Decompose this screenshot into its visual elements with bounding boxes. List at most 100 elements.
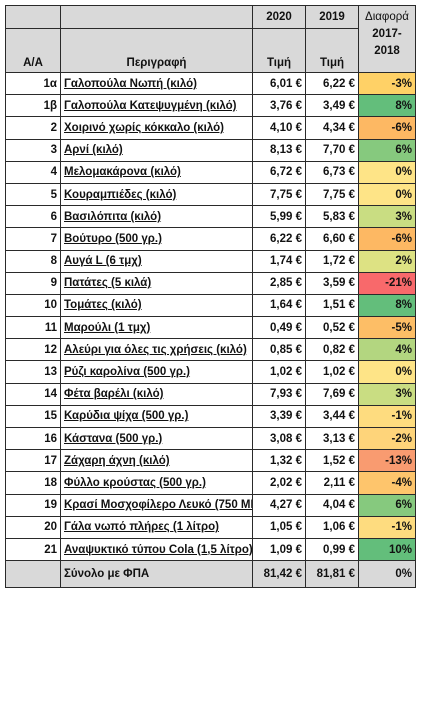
row-description: Αλεύρι για όλες τις χρήσεις (κιλό) [60, 338, 253, 362]
row-description: Αυγά L (6 τμχ) [60, 249, 253, 273]
header-year-2020: 2020 [252, 5, 306, 29]
row-index: 13 [5, 360, 61, 384]
row-difference: -4% [358, 471, 416, 495]
row-description: Καρύδια ψίχα (500 γρ.) [60, 404, 253, 429]
row-difference: -1% [358, 404, 416, 429]
row-price-2019: 6,22 € [305, 71, 359, 96]
row-price-2020: 8,13 € [252, 138, 306, 162]
row-price-2020: 0,85 € [252, 338, 306, 362]
row-description: Ρύζι καρολίνα (500 γρ.) [60, 360, 253, 384]
row-description: Ζάχαρη άχνη (κιλό) [60, 449, 253, 473]
row-index: 12 [5, 338, 61, 362]
row-difference: -3% [358, 71, 416, 96]
row-price-2020: 7,93 € [252, 382, 306, 406]
table-row: 10 Τομάτες (κιλό) 1,64 €1,51 €8% [5, 293, 416, 318]
row-description: Κάστανα (500 γρ.) [60, 426, 253, 451]
table-row: 13 Ρύζι καρολίνα (500 γρ.) 1,02 €1,02 €0% [5, 360, 416, 384]
table-row: 5 Κουραμπιέδες (κιλό) 7,75 €7,75 €0% [5, 182, 416, 207]
table-row: 4 Μελομακάρονα (κιλό) 6,72 €6,73 €0% [5, 160, 416, 184]
header-diff-years: 2017-2018 [372, 28, 402, 57]
row-difference: -2% [358, 426, 416, 451]
table-row: 14 Φέτα βαρέλι (κιλό) 7,93 €7,69 €3% [5, 382, 416, 406]
row-description: Αναψυκτικό τύπου Cola (1,5 λίτρο) [60, 537, 253, 562]
row-index: 17 [5, 449, 61, 473]
row-price-2019: 4,34 € [305, 116, 359, 140]
row-price-2019: 0,82 € [305, 338, 359, 362]
table-row: 21 Αναψυκτικό τύπου Cola (1,5 λίτρο) 1,09 … [5, 537, 416, 562]
row-price-2019: 1,02 € [305, 360, 359, 384]
row-price-2020: 2,02 € [252, 471, 306, 495]
row-description: Πατάτες (5 κιλά) [60, 271, 253, 295]
row-index: 11 [5, 316, 61, 340]
row-description: Κουραμπιέδες (κιλό) [60, 182, 253, 207]
row-description: Τομάτες (κιλό) [60, 293, 253, 318]
header-year-2019: 2019 [305, 5, 359, 29]
row-price-2019: 2,11 € [305, 471, 359, 495]
row-difference: 0% [358, 360, 416, 384]
row-difference: 3% [358, 382, 416, 406]
row-index: 2 [5, 116, 61, 140]
row-price-2019: 1,72 € [305, 249, 359, 273]
row-price-2020: 4,10 € [252, 116, 306, 140]
row-price-2020: 1,74 € [252, 249, 306, 273]
total-2020: 81,42 € [252, 560, 306, 589]
header-empty-aa [5, 5, 61, 29]
table-row: 7 Βούτυρο (500 γρ.) 6,22 €6,60 € -6% [5, 227, 416, 251]
row-price-2019: 3,59 € [305, 271, 359, 295]
row-difference: 0% [358, 182, 416, 207]
row-price-2019: 4,04 € [305, 493, 359, 517]
row-price-2019: 1,52 € [305, 449, 359, 473]
row-price-2019: 3,49 € [305, 94, 359, 118]
row-price-2020: 1,09 € [252, 537, 306, 562]
row-description: Βασιλόπιτα (κιλό) [60, 205, 253, 229]
row-difference: 0% [358, 160, 416, 184]
row-difference: -6% [358, 116, 416, 140]
header-empty-desc [60, 5, 253, 29]
row-index: 19 [5, 493, 61, 517]
table-row: 20 Γάλα νωπό πλήρες (1 λίτρο) 1,05 €1,06 €… [5, 515, 416, 539]
row-price-2020: 2,85 € [252, 271, 306, 295]
row-price-2019: 1,51 € [305, 293, 359, 318]
row-description: Αρνί (κιλό) [60, 138, 253, 162]
row-difference: -21% [358, 271, 416, 295]
row-index: 15 [5, 404, 61, 429]
row-price-2019: 3,13 € [305, 426, 359, 451]
row-price-2019: 3,44 € [305, 404, 359, 429]
row-description: Κρασί Μοσχοφίλερο Λευκό (750 ML) [60, 493, 253, 517]
table-row: 18 Φύλλο κρούστας (500 γρ.) 2,02 €2,11 € -4… [5, 471, 416, 495]
row-index: 1β [5, 94, 61, 118]
row-index: 5 [5, 182, 61, 207]
row-index: 14 [5, 382, 61, 406]
row-difference: -6% [358, 227, 416, 251]
row-difference: 8% [358, 293, 416, 318]
row-price-2020: 5,99 € [252, 205, 306, 229]
row-price-2019: 7,75 € [305, 182, 359, 207]
table-row: 11 Μαρούλι (1 τμχ) 0,49 €0,52 € -5% [5, 316, 416, 340]
row-description: Φύλλο κρούστας (500 γρ.) [60, 471, 253, 495]
row-price-2020: 1,32 € [252, 449, 306, 473]
row-price-2019: 7,69 € [305, 382, 359, 406]
row-price-2020: 7,75 € [252, 182, 306, 207]
total-2019: 81,81 € [305, 560, 359, 589]
row-price-2019: 0,52 € [305, 316, 359, 340]
row-index: 1α [5, 71, 61, 96]
row-description: Γάλα νωπό πλήρες (1 λίτρο) [60, 515, 253, 539]
header-aa: Α/Α [5, 28, 61, 73]
row-index: 9 [5, 271, 61, 295]
table-row: 1β Γαλοπούλα Κατεψυγμένη (κιλό) 3,76 €3,49… [5, 94, 416, 118]
row-price-2020: 3,08 € [252, 426, 306, 451]
total-empty [5, 560, 61, 589]
table-row: 17 Ζάχαρη άχνη (κιλό) 1,32 €1,52 € -13% [5, 449, 416, 473]
row-difference: -13% [358, 449, 416, 473]
row-difference: -1% [358, 515, 416, 539]
header-difference: Διαφορά 2017-2018 [358, 5, 416, 73]
row-index: 21 [5, 537, 61, 562]
row-difference: 8% [358, 94, 416, 118]
row-index: 18 [5, 471, 61, 495]
table-row: 12 Αλεύρι για όλες τις χρήσεις (κιλό) 0,85… [5, 338, 416, 362]
row-description: Βούτυρο (500 γρ.) [60, 227, 253, 251]
row-price-2020: 3,39 € [252, 404, 306, 429]
price-comparison-table: 2020 2019 Διαφορά 2017-2018 Α/Α Περιγραφ… [5, 5, 416, 589]
row-price-2020: 6,72 € [252, 160, 306, 184]
row-price-2020: 6,01 € [252, 71, 306, 96]
